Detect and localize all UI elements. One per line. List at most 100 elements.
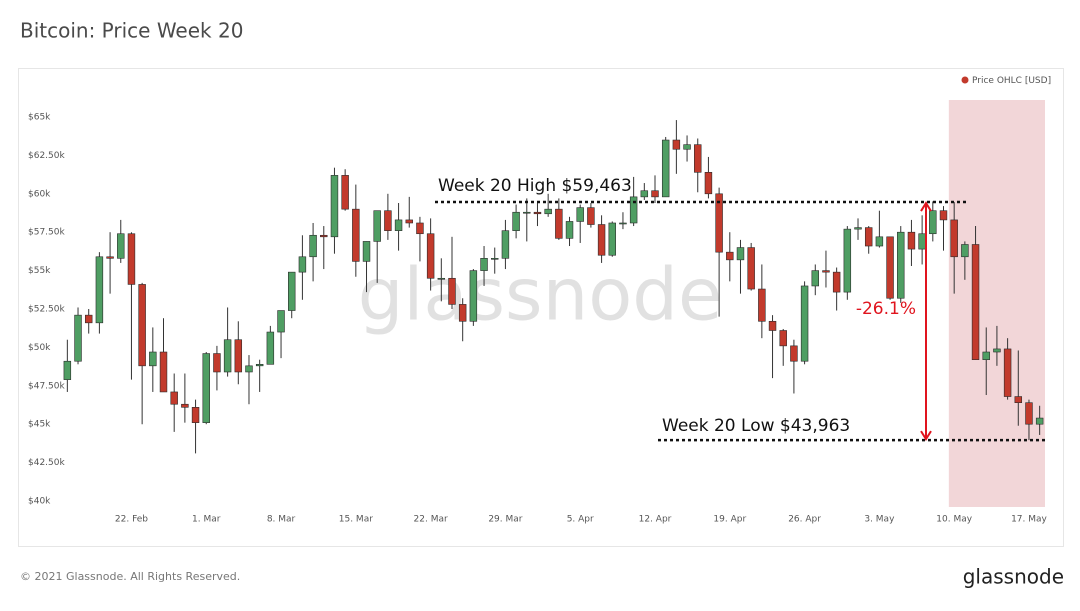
candle-body [961, 244, 969, 258]
candle-body [298, 256, 307, 273]
legend-marker [961, 76, 969, 84]
legend-label: Price OHLC [USD] [972, 76, 1051, 86]
candle-body [1014, 396, 1023, 403]
candle-body [939, 210, 948, 221]
x-tick-label: 1. Mar [192, 515, 221, 525]
candle-body [811, 270, 819, 287]
candle-body [352, 208, 360, 262]
y-tick-label: $55k [28, 266, 51, 276]
arrow-head-top [920, 201, 932, 212]
candle-body [832, 271, 841, 293]
candle-body [907, 231, 916, 250]
candle-body [683, 144, 691, 150]
chart-title: Bitcoin: Price Week 20 [20, 19, 243, 43]
footer: © 2021 Glassnode. All Rights Reserved. [20, 570, 240, 583]
candle-body [864, 227, 873, 247]
y-tick-label: $50k [28, 343, 51, 353]
candle-body [544, 208, 552, 215]
candle-body [277, 310, 285, 333]
candle-body [790, 345, 798, 362]
high-label: Week 20 High $59,463 [438, 176, 632, 196]
candle-body [694, 144, 702, 173]
candle-body [704, 171, 713, 195]
candle-body [523, 211, 531, 214]
y-tick-label: $57.50k [28, 228, 65, 238]
candle-body [213, 353, 221, 373]
candle-body [565, 221, 574, 239]
y-tick-label: $47.50k [28, 381, 65, 391]
candle-body [1025, 402, 1033, 425]
candle-body [608, 222, 616, 256]
y-tick-label: $42.50k [28, 458, 65, 468]
foreground-layer: Week 20 High $59,463 Week 20 Low $43,963 -… [63, 120, 1045, 454]
candle-body [661, 139, 670, 198]
candle-body [74, 314, 82, 362]
candle-body [886, 236, 894, 299]
candle-body [181, 403, 189, 408]
candle-body [416, 222, 424, 235]
y-tick-label: $45k [28, 420, 51, 430]
logo: glassnode [963, 565, 1064, 589]
x-tick-label: 8. Mar [267, 515, 296, 525]
candle-body [929, 210, 937, 235]
candle-body [117, 233, 125, 259]
x-tick-label: 22. Feb [115, 515, 148, 525]
change-label: -26.1% [856, 299, 916, 319]
x-tick-label: 19. Apr [713, 515, 746, 525]
candle-body [202, 353, 210, 423]
candle-body [491, 258, 499, 260]
candle-body [758, 288, 766, 322]
candle-body [384, 210, 392, 231]
candle-body [533, 211, 542, 215]
candle-body [1003, 348, 1012, 397]
candle-body [149, 351, 157, 367]
candle-body [426, 233, 435, 279]
candle-body [170, 391, 178, 405]
candle-body [726, 251, 734, 261]
x-tick-label: 26. Apr [788, 515, 821, 525]
candle-body [843, 228, 852, 293]
watermark: glassnode [358, 253, 723, 337]
highlight-region [948, 100, 1045, 507]
candle-body [320, 234, 328, 238]
y-tick-label: $40k [28, 497, 51, 507]
low-label: Week 20 Low $43,963 [662, 416, 850, 436]
x-tick-label: 10. May [936, 515, 972, 525]
candle-body [854, 227, 862, 230]
candle-body [715, 193, 723, 253]
candle-body [747, 247, 755, 290]
candle-body [127, 233, 136, 285]
candle-body [779, 330, 787, 347]
candle-body [822, 270, 830, 273]
candle-body [501, 230, 510, 259]
x-tick-label: 22. Mar [414, 515, 448, 525]
candle-body [288, 271, 296, 311]
candle-body [266, 331, 275, 365]
candle-body [918, 233, 926, 250]
candle-body [458, 304, 467, 322]
x-tick-label: 15. Mar [339, 515, 373, 525]
candle-body [84, 314, 93, 324]
candle-body [469, 270, 478, 322]
candle-body [629, 196, 638, 224]
candle-body [768, 320, 777, 331]
y-tick-label: $52.50k [28, 305, 65, 315]
candle-body [576, 207, 584, 222]
y-tick-label: $62.50k [28, 151, 65, 161]
x-tick-label: 29. Mar [488, 515, 522, 525]
candle-body [597, 224, 606, 256]
candle-body [191, 407, 200, 423]
candle-body [234, 339, 243, 373]
candle-body [651, 190, 659, 198]
candle-body [362, 241, 371, 262]
candle-body [875, 236, 884, 247]
candle-body [982, 351, 990, 360]
candle-body [223, 339, 232, 373]
chart-frame [18, 68, 1064, 547]
candle-body [245, 365, 253, 373]
candle-body [373, 210, 381, 242]
candle-body [672, 139, 681, 150]
candle-body [800, 285, 809, 362]
